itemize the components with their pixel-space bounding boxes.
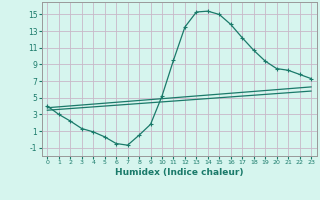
X-axis label: Humidex (Indice chaleur): Humidex (Indice chaleur): [115, 168, 244, 177]
